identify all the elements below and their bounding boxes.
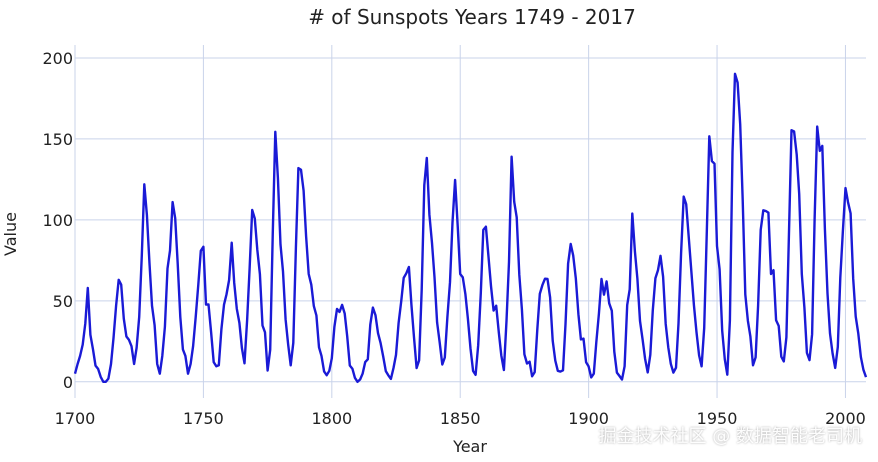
y-tick-label: 100 bbox=[42, 211, 73, 230]
y-axis-label: Value bbox=[1, 212, 20, 256]
series-group bbox=[73, 72, 868, 383]
y-tick-label: 150 bbox=[42, 130, 73, 149]
x-axis-label: Year bbox=[452, 437, 487, 456]
y-tick-label: 0 bbox=[63, 373, 73, 392]
x-tick-label: 1700 bbox=[55, 409, 96, 428]
series-line bbox=[73, 72, 868, 383]
x-tick-label: 1800 bbox=[311, 409, 352, 428]
x-tick-label: 2000 bbox=[825, 409, 866, 428]
watermark-text: 掘金技术社区 @ 数据智能老司机 bbox=[598, 426, 862, 447]
x-axis-ticks: 1700 1750 1800 1850 1900 1950 2000 bbox=[55, 409, 866, 428]
y-axis-ticks: 0 50 100 150 200 bbox=[42, 49, 73, 392]
x-tick-label: 1750 bbox=[183, 409, 224, 428]
x-tick-label: 1950 bbox=[697, 409, 738, 428]
y-tick-label: 50 bbox=[53, 292, 73, 311]
x-tick-label: 1850 bbox=[440, 409, 481, 428]
y-tick-label: 200 bbox=[42, 49, 73, 68]
x-tick-label: 1900 bbox=[568, 409, 609, 428]
chart-title: # of Sunspots Years 1749 - 2017 bbox=[308, 5, 636, 29]
